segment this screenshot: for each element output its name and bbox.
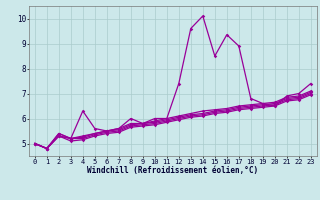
X-axis label: Windchill (Refroidissement éolien,°C): Windchill (Refroidissement éolien,°C) [87,166,258,175]
